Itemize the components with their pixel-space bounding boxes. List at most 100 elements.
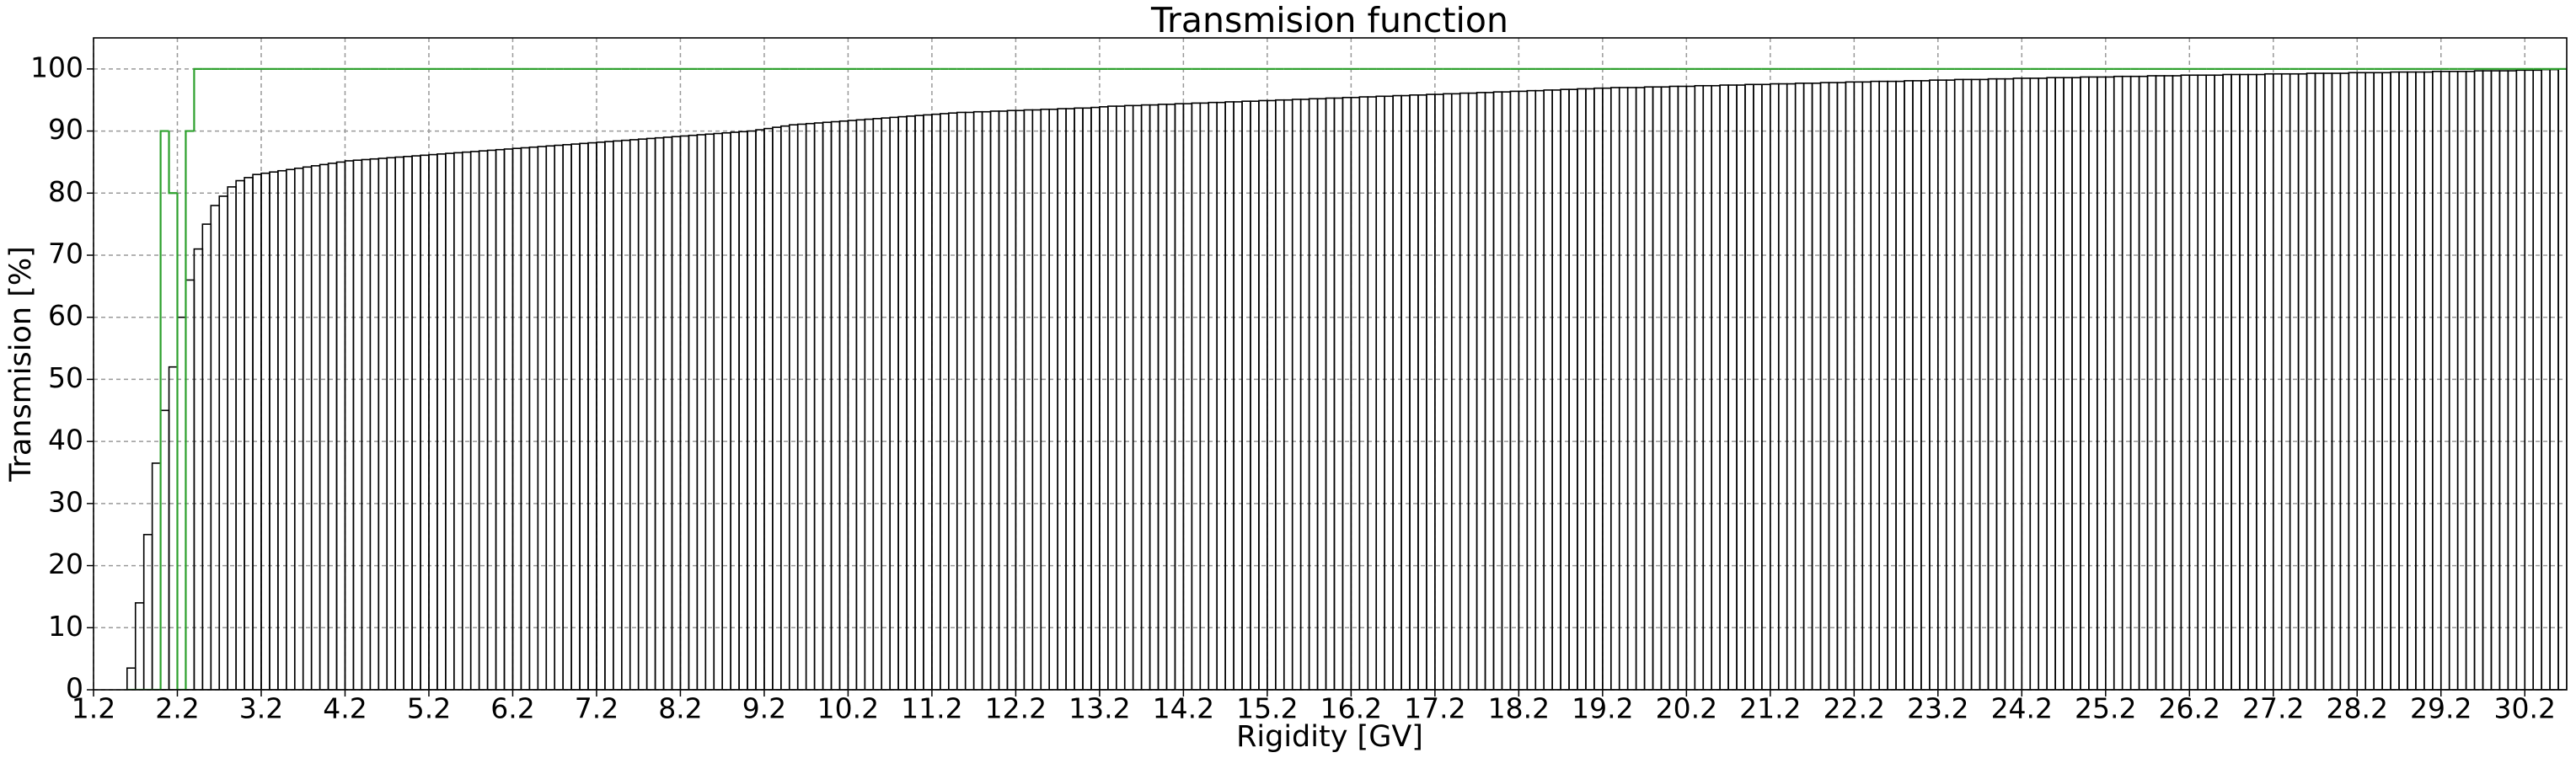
bar	[847, 120, 858, 690]
bar	[1267, 99, 1277, 690]
bar	[2373, 72, 2383, 690]
bar	[2356, 72, 2367, 690]
bar	[822, 121, 833, 690]
bar	[545, 145, 556, 690]
bar	[151, 462, 162, 690]
bar	[1082, 107, 1092, 690]
bar	[1375, 95, 1385, 690]
bar	[1802, 83, 1813, 690]
bar	[730, 131, 740, 690]
bar	[855, 119, 866, 690]
bar	[1904, 80, 1914, 690]
bar	[2231, 73, 2241, 690]
x-tick-label: 2.2	[155, 692, 199, 725]
bar	[1233, 101, 1243, 690]
bar	[662, 136, 673, 690]
bar	[1057, 108, 1067, 690]
bar	[2247, 73, 2257, 690]
bar	[747, 130, 757, 690]
bar	[1216, 101, 1226, 690]
bar	[1241, 100, 1251, 690]
x-tick-label: 30.2	[2494, 692, 2556, 725]
bar	[2104, 76, 2115, 690]
bar	[1040, 108, 1051, 690]
bar	[2339, 72, 2350, 690]
x-tick-label: 23.2	[1907, 692, 1968, 725]
bar	[1828, 82, 1839, 690]
bar	[210, 205, 221, 690]
bar	[537, 146, 548, 690]
bar	[629, 139, 640, 690]
bar	[2456, 71, 2467, 690]
bar	[562, 143, 572, 690]
bar	[2398, 71, 2408, 690]
x-tick-label: 20.2	[1656, 692, 1717, 725]
bar	[923, 114, 933, 690]
bar	[1652, 86, 1663, 690]
bar	[445, 152, 455, 690]
bar	[277, 169, 287, 690]
bar	[2314, 72, 2325, 690]
x-tick-label: 29.2	[2410, 692, 2472, 725]
x-tick-label: 26.2	[2159, 692, 2220, 725]
bar	[2297, 72, 2308, 690]
bar	[2138, 75, 2149, 690]
bar	[2029, 77, 2040, 690]
bar	[788, 124, 799, 690]
x-tick-label: 15.2	[1236, 692, 1298, 725]
bar	[1065, 108, 1075, 690]
bar	[378, 157, 388, 690]
bar	[1509, 90, 1520, 690]
y-tick-label: 100	[30, 51, 83, 83]
bar	[327, 163, 338, 690]
bar	[1467, 92, 1478, 690]
bar	[1182, 103, 1193, 690]
bar	[1618, 87, 1629, 690]
bar	[972, 110, 983, 690]
bar	[604, 141, 614, 690]
bar	[948, 112, 958, 690]
bar	[738, 131, 748, 690]
bar	[2507, 70, 2518, 690]
bar	[2188, 74, 2199, 690]
bar	[1593, 87, 1604, 690]
bar	[2129, 75, 2140, 690]
bar	[436, 153, 447, 690]
bar	[1350, 96, 1361, 690]
bar	[1568, 88, 1578, 690]
bar	[813, 122, 824, 690]
x-tick-label: 24.2	[1991, 692, 2053, 725]
bar	[420, 154, 430, 690]
bar	[2222, 73, 2232, 690]
bar	[369, 157, 380, 690]
bar	[1668, 85, 1679, 690]
bar	[1199, 102, 1210, 690]
bar	[805, 122, 816, 690]
bar	[2088, 76, 2098, 690]
bar	[1006, 109, 1017, 690]
plot-frame	[93, 37, 2568, 691]
bar	[528, 146, 539, 690]
x-tick-label: 8.2	[658, 692, 702, 725]
x-tick-label: 27.2	[2242, 692, 2304, 725]
bar	[1325, 97, 1336, 690]
bar	[2322, 72, 2333, 690]
x-tick-label: 1.2	[72, 692, 115, 725]
bar	[286, 168, 296, 690]
bar	[956, 111, 967, 690]
bar	[302, 166, 313, 690]
bar	[1443, 93, 1453, 690]
bar	[872, 118, 883, 690]
bar	[931, 113, 941, 690]
bar	[940, 113, 950, 690]
bar	[688, 134, 699, 690]
x-axis-label: Rigidity [GV]	[1236, 720, 1423, 754]
bar	[654, 136, 665, 690]
bar	[2306, 72, 2316, 690]
bar	[201, 223, 212, 690]
bar	[1543, 89, 1553, 690]
bar	[1861, 81, 1872, 690]
bar	[1887, 80, 1897, 690]
bar	[2121, 75, 2132, 690]
bar	[2205, 74, 2215, 690]
